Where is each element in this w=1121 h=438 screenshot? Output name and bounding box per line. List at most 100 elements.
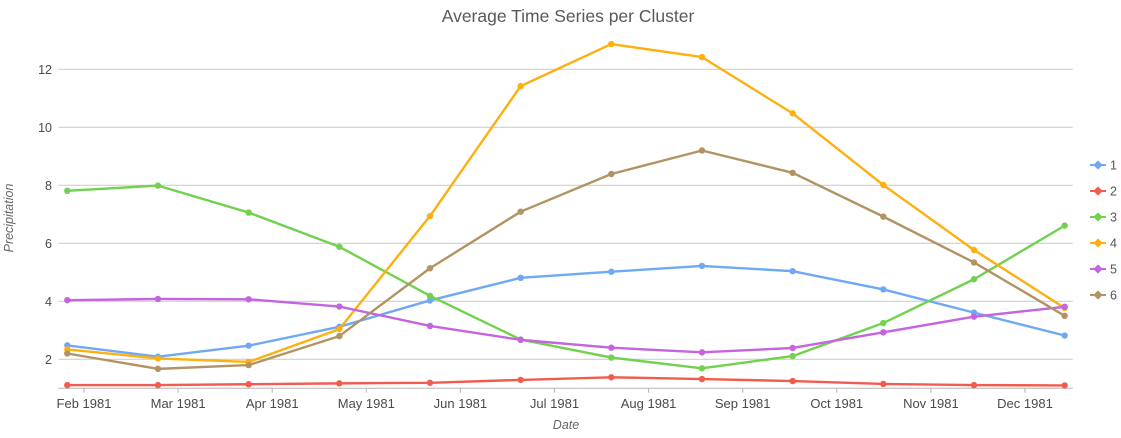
series-6-point-11 [1061,312,1068,319]
y-tick-label-12: 12 [38,63,52,77]
x-tick-label: Aug 1981 [621,396,677,411]
legend-label: 2 [1110,185,1117,199]
series-2-point-0 [64,381,71,389]
series-6-point-10 [970,259,978,266]
series-2-point-3 [336,380,343,387]
series-6-point-7 [698,147,706,154]
series-1-point-6 [608,268,615,275]
series-3-point-0 [64,187,71,195]
series-3-point-3 [336,243,343,250]
series-1-point-5 [517,274,524,282]
series-5-point-2 [245,296,252,303]
series-6-point-2 [245,361,252,369]
x-tick-label: Oct 1981 [810,396,863,411]
series-5-point-9 [880,329,887,336]
series-2-point-4 [426,379,434,386]
series-6-point-8 [789,169,796,177]
chart-title: Average Time Series per Cluster [442,6,695,26]
series-5-point-10 [970,313,978,320]
legend-item-2[interactable]: 2 [1090,185,1117,199]
x-axis-tick-labels: Feb 1981 Mar 1981 Apr 1981 May 1981 Jun 1981… [57,396,1053,411]
legend-item-1[interactable]: 1 [1090,159,1117,173]
y-tick-label-8: 8 [45,179,52,193]
x-tick-label: Jun 1981 [434,396,488,411]
series-3-point-4 [426,292,434,299]
legend-item-6[interactable]: 6 [1090,289,1117,303]
legend-item-3[interactable]: 3 [1090,211,1117,225]
series-3-point-7 [698,365,706,372]
series-4-point-1 [154,355,162,362]
series-5-point-0 [64,296,71,304]
series-4-point-6 [608,40,615,48]
series-2-point-10 [970,381,978,389]
series-2-point-1 [154,381,162,389]
y-axis-tick-labels: 2 4 6 8 10 12 [38,63,52,367]
legend-label: 5 [1110,263,1117,277]
series-6-point-0 [64,350,71,357]
x-tick-label: Mar 1981 [151,396,206,411]
x-tick-label: Dec 1981 [997,396,1053,411]
series-1-point-2 [245,342,252,349]
series-line-3 [66,184,1066,370]
series-2-point-9 [880,380,887,388]
series-1-point-8 [789,267,796,275]
series-4-point-3 [336,325,343,333]
legend-marker-diamond [1093,212,1103,222]
legend-marker-diamond [1093,290,1103,300]
series-6-point-5 [517,208,524,215]
series-1-point-11 [1061,332,1068,339]
series-line-1 [66,264,1066,358]
legend-item-5[interactable]: 5 [1090,263,1117,277]
series-5-point-4 [426,322,434,330]
y-tick-label-4: 4 [45,295,52,309]
series-2-point-8 [789,377,796,385]
series-6-point-9 [880,213,887,220]
series-5-point-1 [154,295,162,303]
series-3-point-6 [608,354,615,361]
series-1-point-7 [698,262,706,270]
x-tick-label: May 1981 [338,396,395,411]
series-1-point-9 [880,286,887,293]
series-line-6 [66,149,1066,371]
y-tick-label-10: 10 [38,121,52,135]
series-3-point-1 [154,182,162,189]
series-6-point-3 [336,332,343,340]
series-3-point-9 [880,319,887,327]
legend-marker-diamond [1093,160,1103,170]
series-1-point-4 [426,297,434,304]
series-4-point-8 [789,110,796,117]
legend-label: 4 [1110,237,1117,251]
gridlines [58,68,1073,360]
y-axis-title: Precipitation [2,184,16,253]
y-tick-label-6: 6 [45,237,52,251]
series-6-point-4 [426,265,434,272]
series-line-5 [66,297,1066,354]
x-tick-label: Sep 1981 [715,396,771,411]
series-2-point-11 [1061,382,1068,389]
legend-marker-diamond [1093,264,1103,274]
series-line-4 [66,42,1066,364]
series-4-point-9 [880,181,887,189]
x-axis [58,387,1073,393]
series-5-point-11 [1061,303,1068,311]
series-4-point-4 [426,212,434,220]
series-6-point-1 [154,365,162,373]
series-4-point-5 [517,82,524,90]
x-tick-label: Nov 1981 [903,396,959,411]
series-2-point-2 [245,381,252,388]
series-5-point-6 [608,344,615,351]
y-tick-label-2: 2 [45,353,52,367]
series-5-point-8 [789,344,796,352]
x-tick-label: Jul 1981 [530,396,579,411]
legend-marker-diamond [1093,186,1103,196]
legend: 1 2 3 4 5 6 [1090,159,1117,303]
series-2-point-7 [698,375,706,383]
x-tick-label: Feb 1981 [57,396,112,411]
x-tick-label: Apr 1981 [246,396,299,411]
legend-item-4[interactable]: 4 [1090,237,1117,251]
series-2-point-5 [517,376,524,384]
series-3-point-10 [970,276,978,283]
series-5-point-7 [698,349,706,356]
